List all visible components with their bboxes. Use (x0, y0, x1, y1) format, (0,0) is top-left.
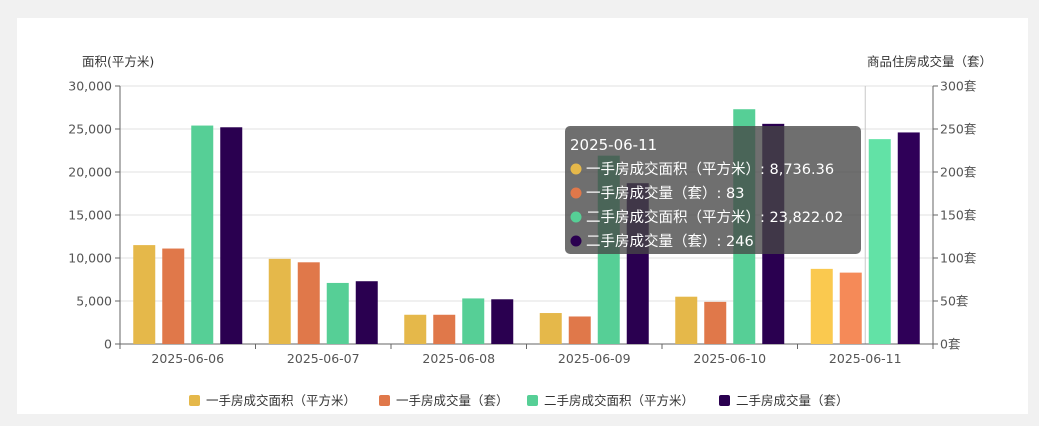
bar (704, 301, 727, 344)
bar (268, 258, 291, 344)
bar (297, 262, 320, 344)
y-left-tick-label: 5,000 (76, 294, 112, 309)
bar (539, 313, 562, 344)
bar (462, 298, 485, 344)
tooltip-row: 二手房成交量（套）: 246 (586, 232, 754, 250)
bar (568, 316, 591, 344)
bar (868, 139, 891, 344)
y-left-tick-label: 20,000 (68, 165, 112, 180)
y-right-tick-label: 0套 (940, 337, 961, 352)
tooltip-row: 二手房成交面积（平方米）: 23,822.02 (586, 208, 843, 226)
legend-label: 一手房成交面积（平方米） (206, 393, 356, 408)
legend-swatch (527, 395, 538, 406)
x-tick-label: 2025-06-09 (558, 351, 631, 366)
y-left-tick-label: 0 (104, 337, 112, 352)
bar (897, 132, 920, 344)
y-left-tick-label: 30,000 (68, 79, 112, 94)
bar (220, 127, 243, 344)
y-right-tick-label: 100套 (940, 251, 977, 266)
bar (810, 268, 833, 344)
legend-label: 二手房成交面积（平方米） (544, 393, 694, 408)
y-left-tick-label: 25,000 (68, 122, 112, 137)
x-tick-label: 2025-06-06 (151, 351, 224, 366)
y-left-tick-label: 15,000 (68, 208, 112, 223)
bar (491, 299, 514, 344)
y-left-tick-label: 10,000 (68, 251, 112, 266)
bar (326, 282, 349, 344)
bar (839, 272, 862, 344)
tooltip-marker (570, 235, 582, 247)
y-left-axis-name: 面积(平方米) (82, 54, 154, 69)
legend-swatch (379, 395, 390, 406)
bar (675, 296, 698, 344)
tooltip-row: 一手房成交量（套）: 83 (586, 184, 744, 202)
y-right-tick-label: 50套 (940, 294, 969, 309)
x-tick-label: 2025-06-11 (829, 351, 902, 366)
x-tick-label: 2025-06-08 (422, 351, 495, 366)
bar (404, 314, 427, 344)
bar (133, 245, 156, 344)
bar (355, 281, 378, 344)
y-right-tick-label: 200套 (940, 165, 977, 180)
tooltip-row: 一手房成交面积（平方米）: 8,736.36 (586, 160, 834, 178)
tooltip-marker (570, 211, 582, 223)
chart-card: 0 5,000 10,000 15,000 20,000 25,000 30,000 0套 50… (17, 18, 1028, 414)
x-tick-label: 2025-06-10 (693, 351, 766, 366)
tooltip-marker (570, 163, 582, 175)
legend-swatch (719, 395, 730, 406)
x-tick-label: 2025-06-07 (287, 351, 360, 366)
y-right-tick-label: 300套 (940, 79, 977, 94)
tooltip-title: 2025-06-11 (570, 136, 657, 154)
legend-label: 二手房成交量（套） (736, 393, 849, 408)
legend-swatch (189, 395, 200, 406)
y-right-axis-name: 商品住房成交量（套） (867, 54, 992, 69)
bar (191, 125, 214, 344)
y-right-tick-label: 250套 (940, 122, 977, 137)
bar (433, 314, 456, 344)
y-right-tick-label: 150套 (940, 208, 977, 223)
tooltip-marker (570, 187, 582, 199)
bar-chart: 0 5,000 10,000 15,000 20,000 25,000 30,000 0套 50… (68, 54, 992, 408)
bar (162, 248, 185, 344)
tooltip-box (565, 126, 861, 254)
legend-label: 一手房成交量（套） (396, 393, 509, 408)
